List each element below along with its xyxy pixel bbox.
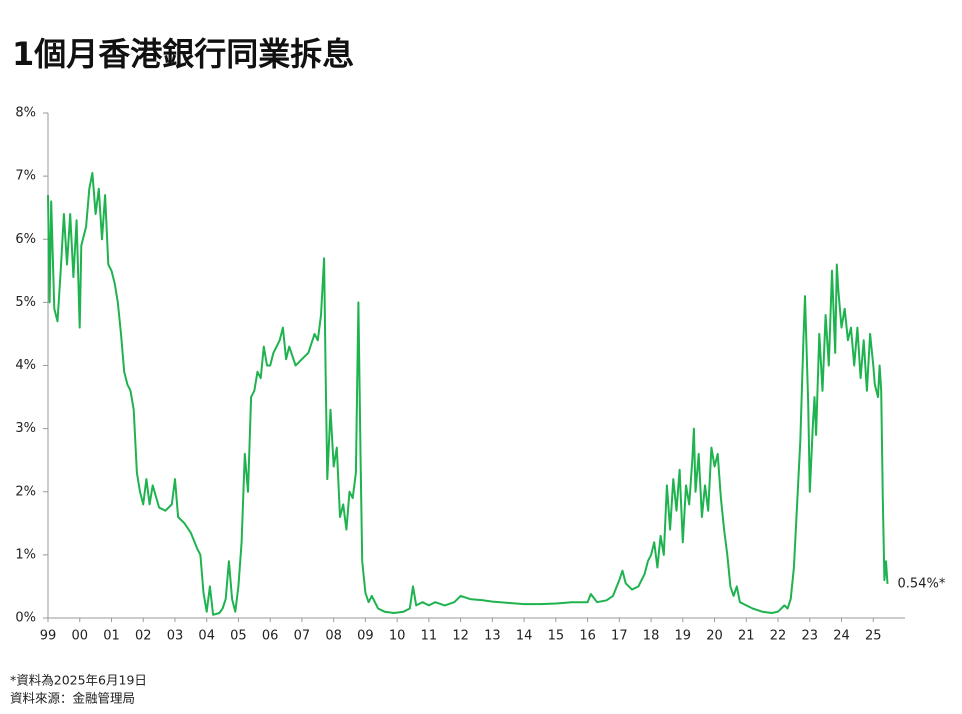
- x-tick-label: 01: [103, 629, 120, 644]
- x-tick-label: 13: [484, 629, 501, 644]
- y-tick-label: 2%: [15, 484, 36, 499]
- x-tick-label: 24: [833, 629, 850, 644]
- x-tick-label: 14: [516, 629, 533, 644]
- x-tick-label: 18: [643, 629, 660, 644]
- y-tick-label: 3%: [15, 421, 36, 436]
- x-tick-label: 08: [325, 629, 342, 644]
- footnote: 資料來源：金融管理局: [10, 691, 135, 706]
- x-tick-label: 09: [357, 629, 374, 644]
- x-tick-label: 00: [71, 629, 88, 644]
- x-tick-label: 06: [262, 629, 279, 644]
- x-tick-label: 02: [135, 629, 152, 644]
- x-tick-label: 11: [421, 629, 438, 644]
- x-tick-label: 05: [230, 629, 247, 644]
- x-tick-label: 21: [738, 629, 755, 644]
- x-tick-label: 16: [579, 629, 596, 644]
- end-label: 0.54%*: [898, 576, 946, 591]
- x-tick-label: 12: [452, 629, 469, 644]
- x-tick-label: 07: [294, 629, 311, 644]
- y-tick-label: 8%: [15, 106, 36, 121]
- footnote: *資料為2025年6月19日: [10, 673, 147, 688]
- x-tick-label: 10: [389, 629, 406, 644]
- y-tick-label: 7%: [15, 169, 36, 184]
- y-tick-label: 4%: [15, 358, 36, 373]
- x-tick-label: 99: [40, 629, 57, 644]
- y-tick-label: 5%: [15, 295, 36, 310]
- x-tick-label: 03: [167, 629, 184, 644]
- y-tick-label: 6%: [15, 232, 36, 247]
- x-tick-label: 23: [802, 629, 819, 644]
- x-tick-label: 17: [611, 629, 628, 644]
- y-tick-label: 0%: [15, 611, 36, 626]
- x-tick-label: 19: [675, 629, 692, 644]
- x-tick-label: 04: [198, 629, 215, 644]
- x-tick-label: 25: [865, 629, 882, 644]
- x-tick-label: 20: [706, 629, 723, 644]
- x-tick-label: 22: [770, 629, 787, 644]
- chart-title: 1個月香港銀行同業拆息: [12, 35, 354, 73]
- y-tick-label: 1%: [15, 547, 36, 562]
- x-tick-label: 15: [548, 629, 565, 644]
- data-line: [47, 172, 889, 616]
